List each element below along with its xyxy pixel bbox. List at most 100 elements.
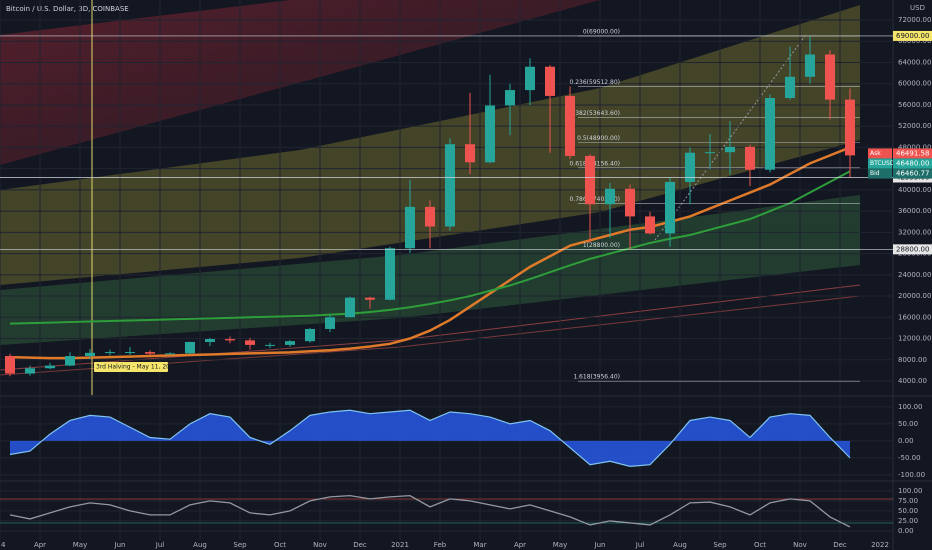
x-tick-label: 2021: [391, 541, 409, 549]
x-tick-label: Nov: [313, 541, 327, 549]
y-tick-label: 60000.00: [898, 80, 931, 88]
candle-body: [185, 341, 195, 354]
candle-body: [245, 340, 255, 345]
candle-body: [5, 356, 15, 374]
y-tick-label: 48000.00: [898, 143, 931, 151]
price-label: 28800.00: [896, 245, 929, 253]
candle-body: [565, 95, 575, 156]
candle-body: [205, 339, 215, 342]
annotation: 3rd Halving - May 11, 2020: [96, 364, 178, 371]
candle-body: [125, 352, 135, 354]
y-tick-label: -50.00: [898, 454, 921, 462]
candle-body: [625, 188, 635, 217]
candle-body: [165, 353, 175, 355]
x-tick-label: Feb: [434, 541, 447, 549]
y-tick-label: -100.00: [898, 471, 925, 479]
y-tick-label: 64000.00: [898, 58, 931, 66]
fib-label: 0.382(53643.60): [570, 110, 621, 117]
candle-body: [365, 297, 375, 300]
candle-body: [505, 90, 515, 106]
candle-body: [305, 328, 315, 342]
y-tick-label: 25.00: [898, 517, 918, 525]
y-tick-label: 16000.00: [898, 313, 931, 321]
x-tick-label: 2022: [871, 541, 889, 549]
x-tick-label: Dec: [833, 541, 847, 549]
candle-body: [465, 144, 475, 163]
candle-body: [485, 105, 495, 163]
candle-body: [805, 54, 815, 77]
y-tick-label: 0.00: [898, 527, 914, 535]
candle-body: [325, 317, 335, 329]
fib-label: 0.5(48900.00): [577, 135, 620, 142]
quote-price: 46460.77: [896, 170, 929, 178]
y-tick-label: 8000.00: [898, 356, 927, 364]
candle-body: [605, 188, 615, 205]
y-tick-label: 36000.00: [898, 207, 931, 215]
fib-label: 1.618(3956.40): [573, 374, 620, 381]
quote-box: [893, 148, 932, 159]
quote-name: BTCUSD: [870, 160, 895, 167]
y-tick-label: 75.00: [898, 497, 918, 505]
chart-title: Bitcoin / U.S. Dollar, 3D, COINBASE: [6, 5, 129, 13]
currency: USD: [910, 4, 925, 12]
x-tick-label: Jun: [594, 541, 606, 549]
candle-body: [25, 368, 35, 374]
candle-body: [745, 146, 755, 170]
wave-line: [9, 409, 851, 467]
quote-box: [893, 158, 932, 169]
x-tick-label: Sep: [233, 541, 247, 549]
y-tick-label: 40000.00: [898, 186, 931, 194]
candle-body: [445, 144, 455, 227]
candle-body: [765, 98, 775, 170]
candle-body: [785, 76, 795, 99]
y-tick-label: 100.00: [898, 487, 923, 495]
indicator-line: [9, 494, 851, 528]
price-label-box: [893, 244, 932, 255]
fib-label: 0(69000.00): [583, 28, 620, 35]
candle-body: [705, 152, 715, 154]
price-label: 69000.00: [896, 32, 929, 40]
annotation-box: [94, 362, 168, 372]
candle-body: [825, 54, 835, 100]
candle-body: [85, 352, 95, 357]
y-tick-label: 32000.00: [898, 228, 931, 236]
moving-average: [9, 146, 851, 360]
x-tick-label: Oct: [754, 541, 766, 549]
quote-price: 46480.00: [896, 159, 929, 167]
quote-name: Ask: [870, 150, 881, 157]
x-tick-label: Aug: [193, 541, 207, 549]
candle-body: [665, 181, 675, 234]
candle-body: [265, 344, 275, 346]
y-tick-label: 50.00: [898, 507, 918, 515]
candle-body: [425, 206, 435, 227]
candle-body: [345, 297, 355, 318]
quote-price: 46491.58: [896, 149, 929, 157]
y-tick-label: 56000.00: [898, 101, 931, 109]
y-tick-label: 0.00: [898, 437, 914, 445]
fib-label: 1(28800.00): [583, 242, 620, 249]
bands: [0, 0, 861, 376]
candle-body: [225, 339, 235, 341]
x-tick-label: 4: [1, 541, 6, 549]
x-tick-label: Jun: [114, 541, 126, 549]
x-tick-label: Oct: [274, 541, 286, 549]
candle-body: [385, 248, 395, 300]
candle-body: [145, 352, 155, 354]
y-tick-label: 50.00: [898, 420, 918, 428]
y-tick-label: 72000.00: [898, 16, 931, 24]
quote-name: Bid: [870, 170, 880, 177]
candle-body: [645, 216, 655, 234]
x-tick-label: Jul: [635, 541, 645, 549]
quote-name-box: [868, 158, 892, 169]
candle-body: [525, 66, 535, 91]
candle-body: [45, 365, 55, 369]
y-tick-label: 52000.00: [898, 122, 931, 130]
y-tick-label: 24000.00: [898, 271, 931, 279]
y-tick-label: 20000.00: [898, 292, 931, 300]
candle-body: [845, 99, 855, 156]
candle-body: [65, 356, 75, 366]
x-tick-label: May: [553, 541, 567, 549]
price-label-box: [893, 30, 932, 41]
x-tick-label: Nov: [793, 541, 807, 549]
